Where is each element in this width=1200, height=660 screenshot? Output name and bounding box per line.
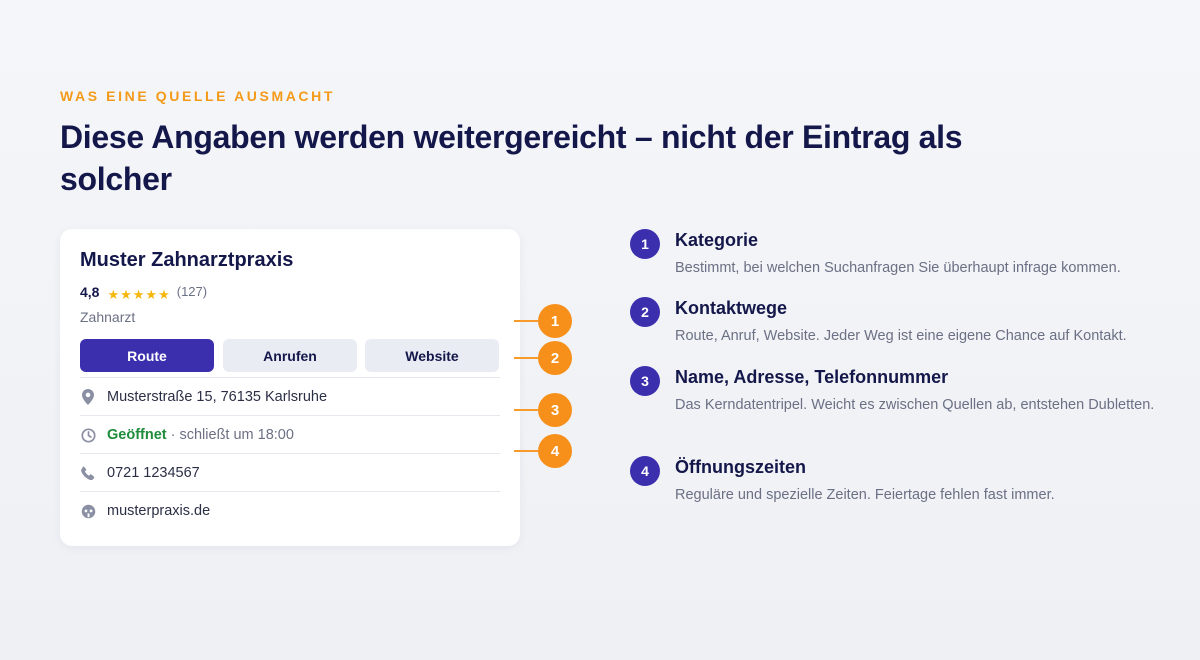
hours-row[interactable]: Geöffnet · schließt um 18:00 bbox=[80, 425, 500, 445]
business-listing-card: Muster Zahnarztpraxis 4,8 ★★★★★ (127) Za… bbox=[60, 229, 520, 546]
closing-time: · schließt um 18:00 bbox=[170, 427, 294, 443]
item-desc-nap: Das Kerndatentripel. Weicht es zwischen … bbox=[675, 397, 1155, 413]
item-number-1: 1 bbox=[630, 229, 660, 259]
item-number-3: 3 bbox=[630, 366, 660, 396]
item-title-hours: Öffnungszeiten bbox=[675, 457, 806, 477]
website-url: musterpraxis.de bbox=[107, 503, 211, 519]
review-count[interactable]: (127) bbox=[176, 284, 208, 299]
callout-marker-4: 4 bbox=[538, 434, 572, 468]
divider bbox=[80, 491, 500, 492]
item-title-contact: Kontaktwege bbox=[675, 298, 788, 318]
item-title-category: Kategorie bbox=[675, 230, 759, 250]
item-number-4: 4 bbox=[630, 456, 660, 486]
divider bbox=[80, 453, 500, 454]
eyebrow-label: WAS EINE QUELLE AUSMACHT bbox=[60, 88, 335, 104]
rating-row: 4,8 ★★★★★ (127) bbox=[80, 284, 207, 303]
location-pin-icon bbox=[80, 389, 96, 405]
star-rating-icon: ★★★★★ bbox=[107, 287, 171, 302]
connector-line bbox=[514, 450, 538, 452]
item-title-nap: Name, Adresse, Telefonnummer bbox=[675, 367, 949, 387]
globe-icon bbox=[80, 503, 96, 519]
divider bbox=[80, 377, 500, 378]
rating-value: 4,8 bbox=[80, 284, 100, 300]
call-button[interactable]: Anrufen bbox=[223, 339, 357, 372]
callout-marker-3: 3 bbox=[538, 393, 572, 427]
item-number-2: 2 bbox=[630, 297, 660, 327]
connector-line bbox=[514, 409, 538, 411]
divider bbox=[80, 415, 500, 416]
address-row[interactable]: Musterstraße 15, 76135 Karlsruhe bbox=[80, 387, 500, 407]
business-name: Muster Zahnarztpraxis bbox=[80, 249, 294, 271]
website-row[interactable]: musterpraxis.de bbox=[80, 501, 500, 521]
item-desc-category: Bestimmt, bei welchen Suchanfragen Sie ü… bbox=[675, 260, 1121, 276]
page-title: Diese Angaben werden weitergereicht – ni… bbox=[60, 119, 963, 197]
phone-row[interactable]: 0721 1234567 bbox=[80, 463, 500, 483]
callout-marker-1: 1 bbox=[538, 304, 572, 338]
phone-number: 0721 1234567 bbox=[107, 465, 200, 481]
item-desc-hours: Reguläre und spezielle Zeiten. Feiertage… bbox=[675, 487, 1055, 503]
address-text: Musterstraße 15, 76135 Karlsruhe bbox=[107, 389, 328, 405]
clock-icon bbox=[80, 427, 96, 443]
item-desc-contact: Route, Anruf, Website. Jeder Weg ist ein… bbox=[675, 328, 1127, 344]
open-status: Geöffnet bbox=[107, 427, 167, 443]
connector-line bbox=[514, 357, 538, 359]
connector-line bbox=[514, 320, 538, 322]
callout-marker-2: 2 bbox=[538, 341, 572, 375]
phone-icon bbox=[80, 465, 96, 481]
website-button[interactable]: Website bbox=[365, 339, 499, 372]
business-category: Zahnarzt bbox=[80, 309, 136, 325]
route-button[interactable]: Route bbox=[80, 339, 214, 372]
